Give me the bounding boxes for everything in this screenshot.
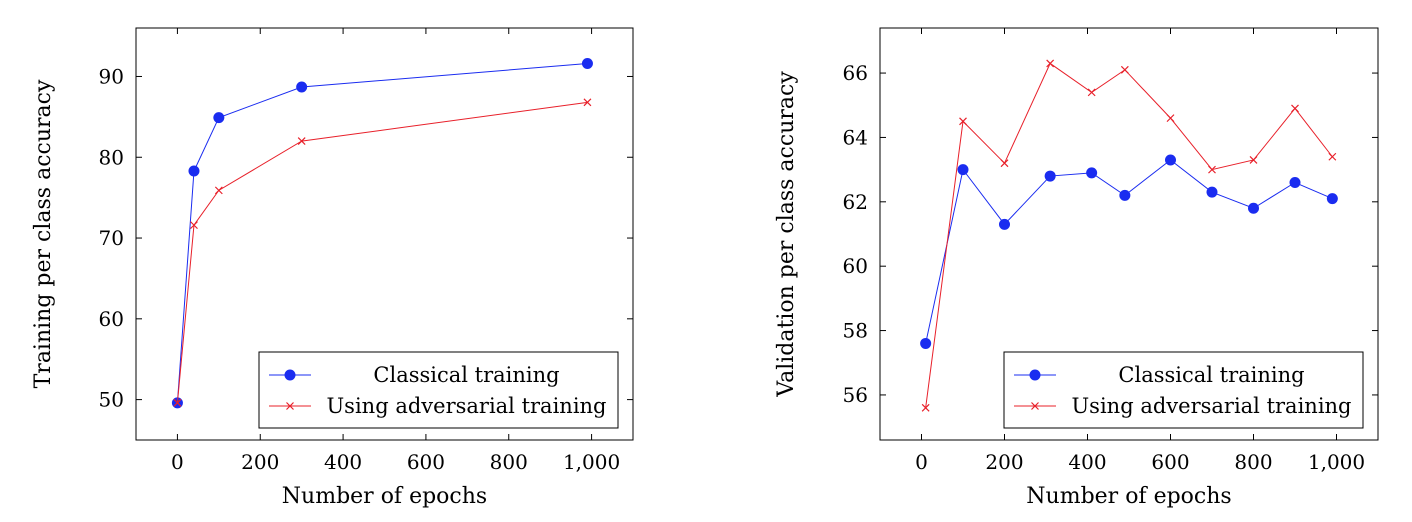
data-point	[959, 117, 967, 126]
data-point	[583, 98, 592, 107]
legend: Classical training Using adversarial trai…	[258, 351, 619, 429]
y-tick-label: 90	[99, 64, 124, 88]
data-point	[999, 218, 1010, 230]
legend-marker	[1029, 369, 1041, 381]
y-tick-label: 58	[843, 319, 868, 343]
data-point	[1000, 159, 1009, 168]
y-tick-label: 64	[843, 125, 868, 149]
data-point	[1119, 189, 1131, 201]
data-point	[188, 165, 200, 177]
data-point	[957, 164, 969, 176]
legend-label: Using adversarial training	[1071, 394, 1351, 418]
x-tick-label: 400	[324, 450, 362, 474]
data-point	[1208, 165, 1216, 174]
plot-frame	[879, 27, 1379, 441]
data-point	[1044, 170, 1056, 182]
legend-marker	[286, 402, 294, 410]
data-point	[296, 81, 308, 93]
data-point	[173, 398, 182, 407]
y-tick-label: 50	[99, 388, 124, 412]
y-axis-label: Training per class accuracy	[31, 79, 56, 388]
x-axis-label: Number of epochs	[1026, 484, 1231, 509]
x-tick-label: 800	[490, 450, 528, 474]
data-point	[1086, 167, 1098, 179]
data-point	[581, 58, 593, 70]
y-tick-label: 62	[843, 190, 868, 214]
y-axis-label: Validation per class accuracy	[774, 71, 799, 398]
x-tick-label: 600	[1151, 450, 1189, 474]
x-axis-label: Number of epochs	[282, 484, 487, 509]
series-classical-training	[920, 154, 1338, 349]
data-point	[297, 137, 306, 146]
data-point	[1248, 202, 1259, 214]
x-tick-label: 200	[241, 450, 279, 474]
y-tick-label: 60	[843, 254, 868, 278]
legend-box	[1003, 351, 1364, 429]
y-tick-label: 66	[843, 61, 868, 85]
x-tick-label: 600	[407, 450, 445, 474]
data-point	[1249, 156, 1258, 164]
data-point	[921, 403, 930, 412]
legend-marker	[1031, 402, 1039, 410]
series-adversarial-training	[173, 98, 592, 407]
x-tick-label: 1,000	[1308, 450, 1365, 474]
legend-marker	[284, 369, 296, 381]
y-tick-label: 70	[99, 226, 124, 250]
data-point	[1206, 186, 1218, 198]
data-point	[190, 221, 198, 230]
legend-label: Using adversarial training	[326, 394, 606, 418]
data-point	[920, 337, 932, 349]
y-tick-label: 56	[843, 383, 868, 407]
x-tick-label: 0	[915, 450, 928, 474]
legend-label: Classical training	[1118, 363, 1304, 387]
data-point	[1289, 177, 1301, 188]
y-tick-label: 60	[99, 307, 124, 331]
x-tick-label: 0	[171, 450, 184, 474]
data-point	[1120, 65, 1129, 74]
x-tick-label: 400	[1068, 450, 1106, 474]
data-point	[214, 186, 223, 195]
legend-box	[258, 351, 619, 429]
data-point	[1166, 114, 1175, 123]
x-tick-label: 800	[1234, 450, 1272, 474]
x-tick-label: 1,000	[563, 450, 620, 474]
validation-accuracy-chart: 0 200 400 600 800 1,000 56 58 60 62 64 66 Number of …	[774, 27, 1379, 509]
legend-label: Classical training	[373, 363, 559, 387]
data-point	[1328, 152, 1337, 161]
plot-frame	[135, 27, 634, 441]
x-tick-label: 200	[985, 450, 1023, 474]
series-adversarial-training	[921, 59, 1337, 412]
training-accuracy-chart: 0 200 400 600 800 1,000 50 60 70 80 90 Number of ep…	[31, 27, 634, 509]
y-tick-label: 80	[99, 145, 124, 169]
legend: Classical training Using adversarial trai…	[1003, 351, 1364, 429]
series-line	[925, 159, 1333, 344]
data-point	[1291, 104, 1299, 113]
data-point	[1046, 59, 1055, 68]
data-point	[1165, 154, 1176, 166]
data-point	[1087, 88, 1096, 97]
data-point	[1326, 193, 1338, 205]
data-point	[213, 112, 225, 124]
